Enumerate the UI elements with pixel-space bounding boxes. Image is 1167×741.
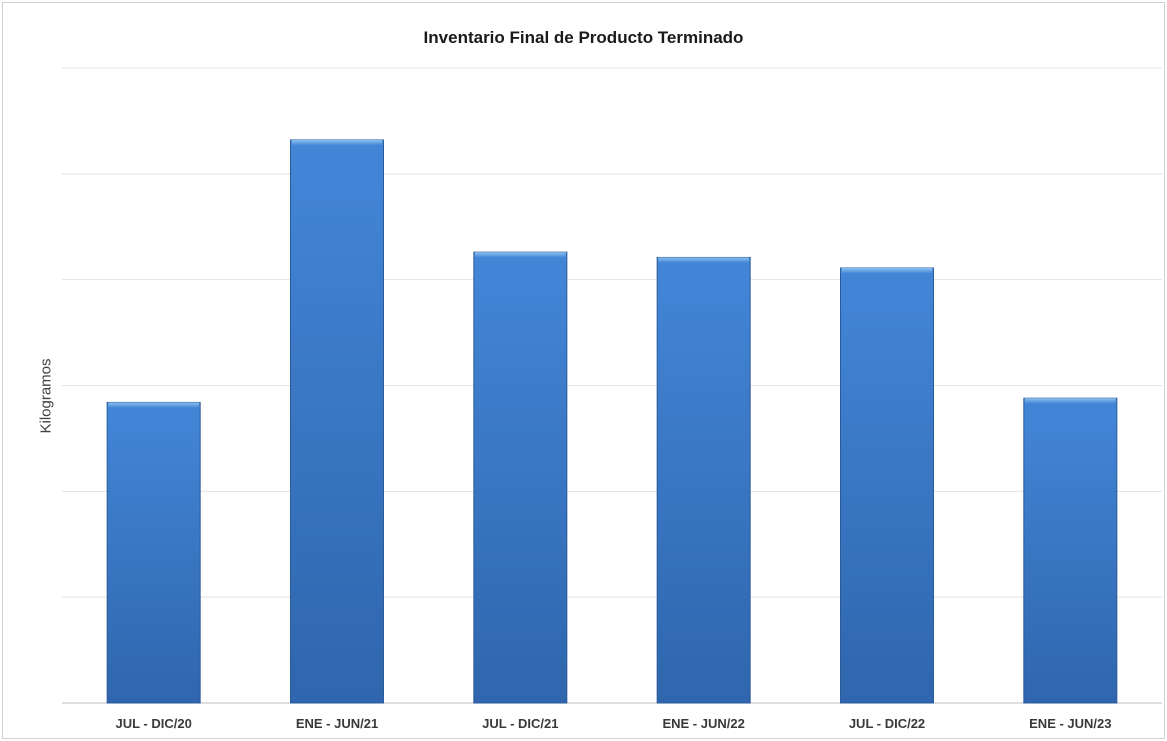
bar — [473, 251, 568, 704]
bar-highlight — [108, 402, 200, 408]
bar-highlight — [1024, 398, 1116, 404]
bar — [840, 267, 934, 704]
x-tick-label: JUL - DIC/20 — [115, 716, 191, 731]
x-tick-label: ENE - JUN/21 — [296, 716, 378, 731]
x-tick-label: ENE - JUN/22 — [662, 716, 744, 731]
x-tick-label: ENE - JUN/23 — [1029, 716, 1111, 731]
bar — [656, 256, 751, 704]
x-tick-label: JUL - DIC/22 — [849, 716, 925, 731]
bar — [290, 139, 384, 704]
x-tick-label: JUL - DIC/21 — [482, 716, 558, 731]
bar-highlight — [474, 252, 566, 258]
bar — [106, 401, 201, 704]
bar-highlight — [291, 139, 383, 145]
bar — [1023, 397, 1118, 704]
bar-highlight — [841, 268, 933, 274]
bar-highlight — [658, 257, 750, 263]
chart-title: Inventario Final de Producto Terminado — [423, 28, 744, 47]
